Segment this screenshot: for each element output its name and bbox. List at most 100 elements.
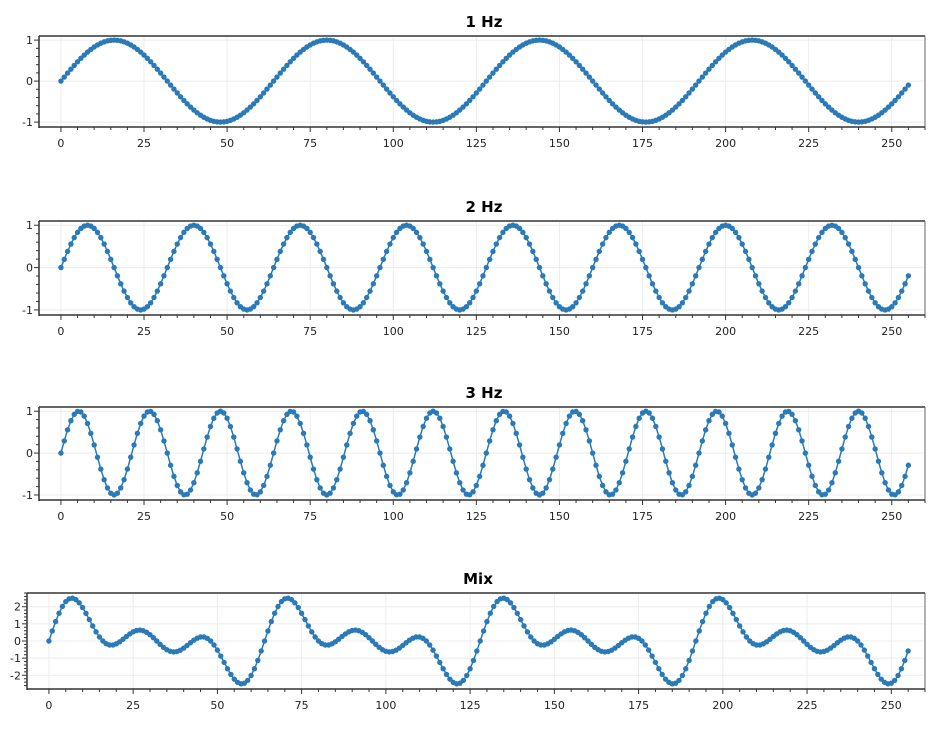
data-point: [320, 256, 327, 263]
data-point: [905, 648, 911, 654]
data-point: [786, 300, 792, 306]
data-point: [287, 59, 293, 65]
x-tick-label: 150: [549, 510, 570, 523]
data-point: [250, 303, 257, 310]
data-point: [64, 248, 71, 255]
data-point: [802, 264, 809, 271]
data-point: [496, 62, 503, 69]
x-tick-label: 200: [715, 510, 736, 523]
data-point: [460, 677, 467, 684]
data-point: [171, 86, 177, 92]
data-point: [799, 438, 805, 444]
data-point: [619, 470, 626, 476]
data-point: [290, 409, 297, 415]
data-point: [623, 458, 629, 464]
data-point: [363, 62, 370, 69]
data-point: [305, 623, 312, 629]
data-point: [609, 101, 616, 107]
data-point: [743, 634, 750, 640]
data-point: [653, 423, 659, 430]
data-point: [373, 438, 380, 444]
data-point: [570, 303, 576, 310]
x-tick-label: 225: [798, 510, 819, 523]
data-point: [802, 450, 809, 456]
data-point: [528, 634, 534, 640]
data-point: [516, 225, 523, 232]
data-point: [642, 642, 649, 648]
x-tick-label: 250: [881, 699, 902, 712]
data-point: [486, 74, 493, 80]
data-point: [334, 476, 340, 483]
data-point: [443, 671, 450, 678]
data-point: [756, 485, 762, 491]
x-tick-label: 175: [632, 137, 653, 150]
data-point: [476, 86, 483, 92]
data-point: [288, 596, 295, 603]
data-point: [473, 288, 480, 294]
data-point: [367, 417, 373, 424]
data-point: [357, 55, 363, 62]
data-point: [124, 294, 131, 301]
data-point: [646, 273, 652, 279]
data-point: [686, 482, 692, 489]
data-point: [796, 70, 802, 76]
data-point: [742, 485, 749, 491]
data-point: [470, 294, 476, 301]
data-point: [882, 480, 888, 486]
x-tick-label: 125: [466, 510, 487, 523]
data-point: [819, 229, 825, 236]
data-point: [49, 628, 55, 634]
data-point: [410, 225, 416, 232]
x-tick-label: 50: [220, 510, 234, 523]
data-point: [550, 466, 556, 472]
data-point: [599, 241, 606, 247]
data-point: [500, 229, 506, 236]
data-point: [533, 256, 539, 263]
data-point: [889, 101, 895, 107]
data-point: [722, 420, 729, 427]
data-point: [271, 610, 278, 616]
data-point: [779, 52, 785, 58]
data-point: [98, 234, 104, 241]
data-point: [248, 672, 254, 679]
data-point: [659, 671, 665, 678]
data-point: [167, 82, 174, 88]
data-point: [699, 618, 706, 625]
data-point: [835, 225, 842, 232]
data-point: [521, 623, 527, 629]
x-tick-label: 200: [715, 325, 736, 338]
data-point: [493, 66, 499, 72]
data-point: [423, 248, 430, 255]
data-point: [579, 66, 586, 72]
data-point: [244, 480, 250, 486]
data-point: [809, 473, 815, 480]
data-point: [652, 659, 659, 666]
data-point: [61, 438, 67, 444]
data-point: [616, 480, 622, 486]
data-point: [679, 300, 686, 306]
data-point: [556, 442, 563, 448]
x-tick-label: 0: [57, 137, 64, 150]
data-point: [211, 642, 217, 648]
data-point: [905, 462, 912, 468]
data-point: [264, 86, 270, 92]
data-point: [217, 264, 224, 271]
data-point: [334, 288, 340, 294]
x-tick-label: 125: [460, 699, 481, 712]
data-point: [503, 55, 509, 62]
data-point: [114, 490, 121, 496]
data-point: [673, 104, 679, 110]
data-point: [171, 248, 177, 255]
data-point: [659, 446, 666, 452]
data-point: [433, 273, 440, 279]
data-point: [629, 434, 636, 440]
data-point: [174, 482, 180, 489]
data-point: [799, 74, 805, 80]
data-point: [84, 420, 91, 427]
x-tick-label: 75: [295, 699, 309, 712]
x-tick-label: 200: [712, 699, 733, 712]
data-point: [204, 434, 210, 440]
data-point: [526, 241, 533, 247]
data-point: [815, 94, 822, 100]
data-point: [782, 55, 789, 62]
